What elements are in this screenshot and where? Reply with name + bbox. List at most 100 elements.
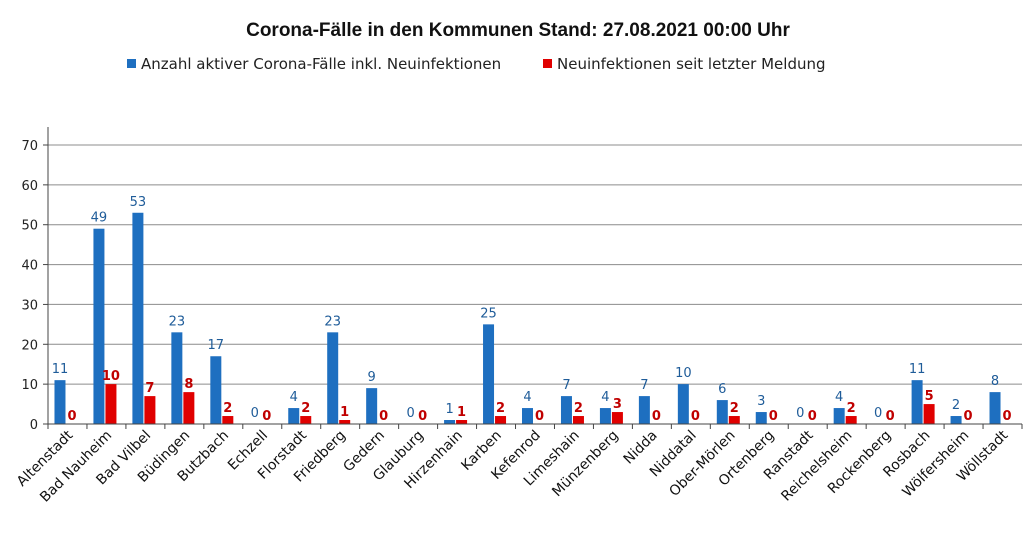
bar-new-infections [300, 416, 312, 424]
value-label-new-infections: 0 [535, 409, 544, 424]
bar-new-infections [183, 392, 195, 424]
bar-new-infections [728, 416, 740, 424]
value-label-active-cases: 23 [324, 314, 341, 329]
bar-active-cases [444, 420, 456, 424]
bar-new-infections [222, 416, 234, 424]
bar-active-cases [560, 396, 572, 424]
value-label-new-infections: 2 [496, 401, 505, 416]
y-tick-label: 50 [21, 219, 38, 234]
value-label-active-cases: 9 [368, 370, 376, 385]
value-label-new-infections: 0 [418, 409, 427, 424]
value-label-new-infections: 0 [652, 409, 661, 424]
value-label-new-infections: 2 [223, 401, 232, 416]
legend-label-active-cases: Anzahl aktiver Corona-Fälle inkl. Neuinf… [141, 55, 501, 73]
legend-swatch-new-infections [543, 59, 552, 68]
bar-active-cases [171, 332, 183, 424]
bar-new-infections [495, 416, 507, 424]
value-label-new-infections: 2 [847, 401, 856, 416]
bar-new-infections [105, 384, 117, 424]
y-tick-label: 20 [21, 338, 38, 353]
bar-active-cases [950, 416, 962, 424]
legend-swatch-active-cases [127, 59, 136, 68]
bar-active-cases [327, 332, 339, 424]
y-tick-label: 70 [21, 139, 38, 154]
y-tick-label: 30 [21, 298, 38, 313]
bar-new-infections [845, 416, 857, 424]
value-label-new-infections: 0 [262, 409, 271, 424]
value-label-new-infections: 7 [145, 381, 154, 396]
value-label-active-cases: 7 [562, 378, 570, 393]
value-label-active-cases: 7 [640, 378, 648, 393]
chart-title: Corona-Fälle in den Kommunen Stand: 27.0… [246, 20, 790, 41]
value-label-new-infections: 10 [102, 369, 120, 384]
value-label-new-infections: 1 [340, 405, 349, 420]
value-label-new-infections: 3 [613, 397, 622, 412]
y-tick-label: 0 [30, 418, 38, 433]
value-label-new-infections: 0 [886, 409, 895, 424]
value-label-active-cases: 10 [675, 366, 692, 381]
value-label-active-cases: 25 [480, 306, 497, 321]
value-label-active-cases: 11 [52, 362, 69, 377]
value-label-active-cases: 0 [406, 406, 414, 421]
value-label-active-cases: 3 [757, 394, 765, 409]
grid-lines [48, 144, 1022, 385]
bar-active-cases [638, 396, 650, 424]
y-tick-label: 10 [21, 378, 38, 393]
value-label-new-infections: 0 [964, 409, 973, 424]
value-label-active-cases: 6 [718, 382, 726, 397]
value-label-new-infections: 0 [808, 409, 817, 424]
value-label-new-infections: 0 [691, 409, 700, 424]
bar-active-cases [599, 408, 611, 424]
bars [54, 212, 1001, 424]
value-label-active-cases: 23 [169, 314, 186, 329]
y-axis-ticks: 0 10 20 30 40 50 60 70 [21, 139, 48, 433]
bar-new-infections [923, 404, 935, 424]
value-label-new-infections: 2 [730, 401, 739, 416]
bar-active-cases [288, 408, 300, 424]
bar-new-infections [339, 420, 351, 424]
bar-new-infections [611, 412, 623, 424]
value-label-active-cases: 53 [130, 195, 147, 210]
value-label-new-infections: 0 [769, 409, 778, 424]
value-label-new-infections: 0 [1002, 409, 1011, 424]
bar-active-cases [522, 408, 533, 424]
bar-active-cases [210, 356, 222, 424]
bar-active-cases [989, 392, 1001, 424]
value-label-new-infections: 8 [184, 377, 193, 392]
bar-new-infections [456, 420, 468, 424]
value-label-active-cases: 4 [835, 390, 843, 405]
value-label-new-infections: 0 [379, 409, 388, 424]
value-label-new-infections: 2 [301, 401, 310, 416]
legend-label-new-infections: Neuinfektionen seit letzter Meldung [557, 55, 826, 73]
y-tick-label: 40 [21, 259, 38, 274]
legend: Anzahl aktiver Corona-Fälle inkl. Neuinf… [127, 55, 826, 73]
value-label-new-infections: 1 [457, 405, 466, 420]
value-label-active-cases: 4 [601, 390, 609, 405]
bar-active-cases [366, 388, 378, 424]
value-label-new-infections: 5 [925, 389, 934, 404]
value-label-active-cases: 0 [251, 406, 259, 421]
value-label-active-cases: 49 [91, 211, 108, 226]
axes [47, 127, 1023, 429]
bar-active-cases [833, 408, 845, 424]
y-tick-label: 60 [21, 179, 38, 194]
value-label-active-cases: 11 [909, 362, 926, 377]
bar-active-cases [716, 400, 728, 424]
value-label-active-cases: 0 [874, 406, 882, 421]
value-label-active-cases: 1 [445, 402, 453, 417]
bar-active-cases [755, 412, 767, 424]
value-label-active-cases: 4 [290, 390, 298, 405]
value-label-active-cases: 8 [991, 374, 999, 389]
bar-active-cases [483, 324, 495, 424]
bar-new-infections [144, 396, 156, 424]
bar-active-cases [54, 380, 66, 424]
value-label-new-infections: 0 [67, 409, 76, 424]
bar-active-cases [93, 228, 105, 424]
value-label-active-cases: 4 [523, 390, 531, 405]
bar-new-infections [572, 416, 584, 424]
value-label-active-cases: 2 [952, 398, 960, 413]
bar-active-cases [132, 212, 144, 424]
